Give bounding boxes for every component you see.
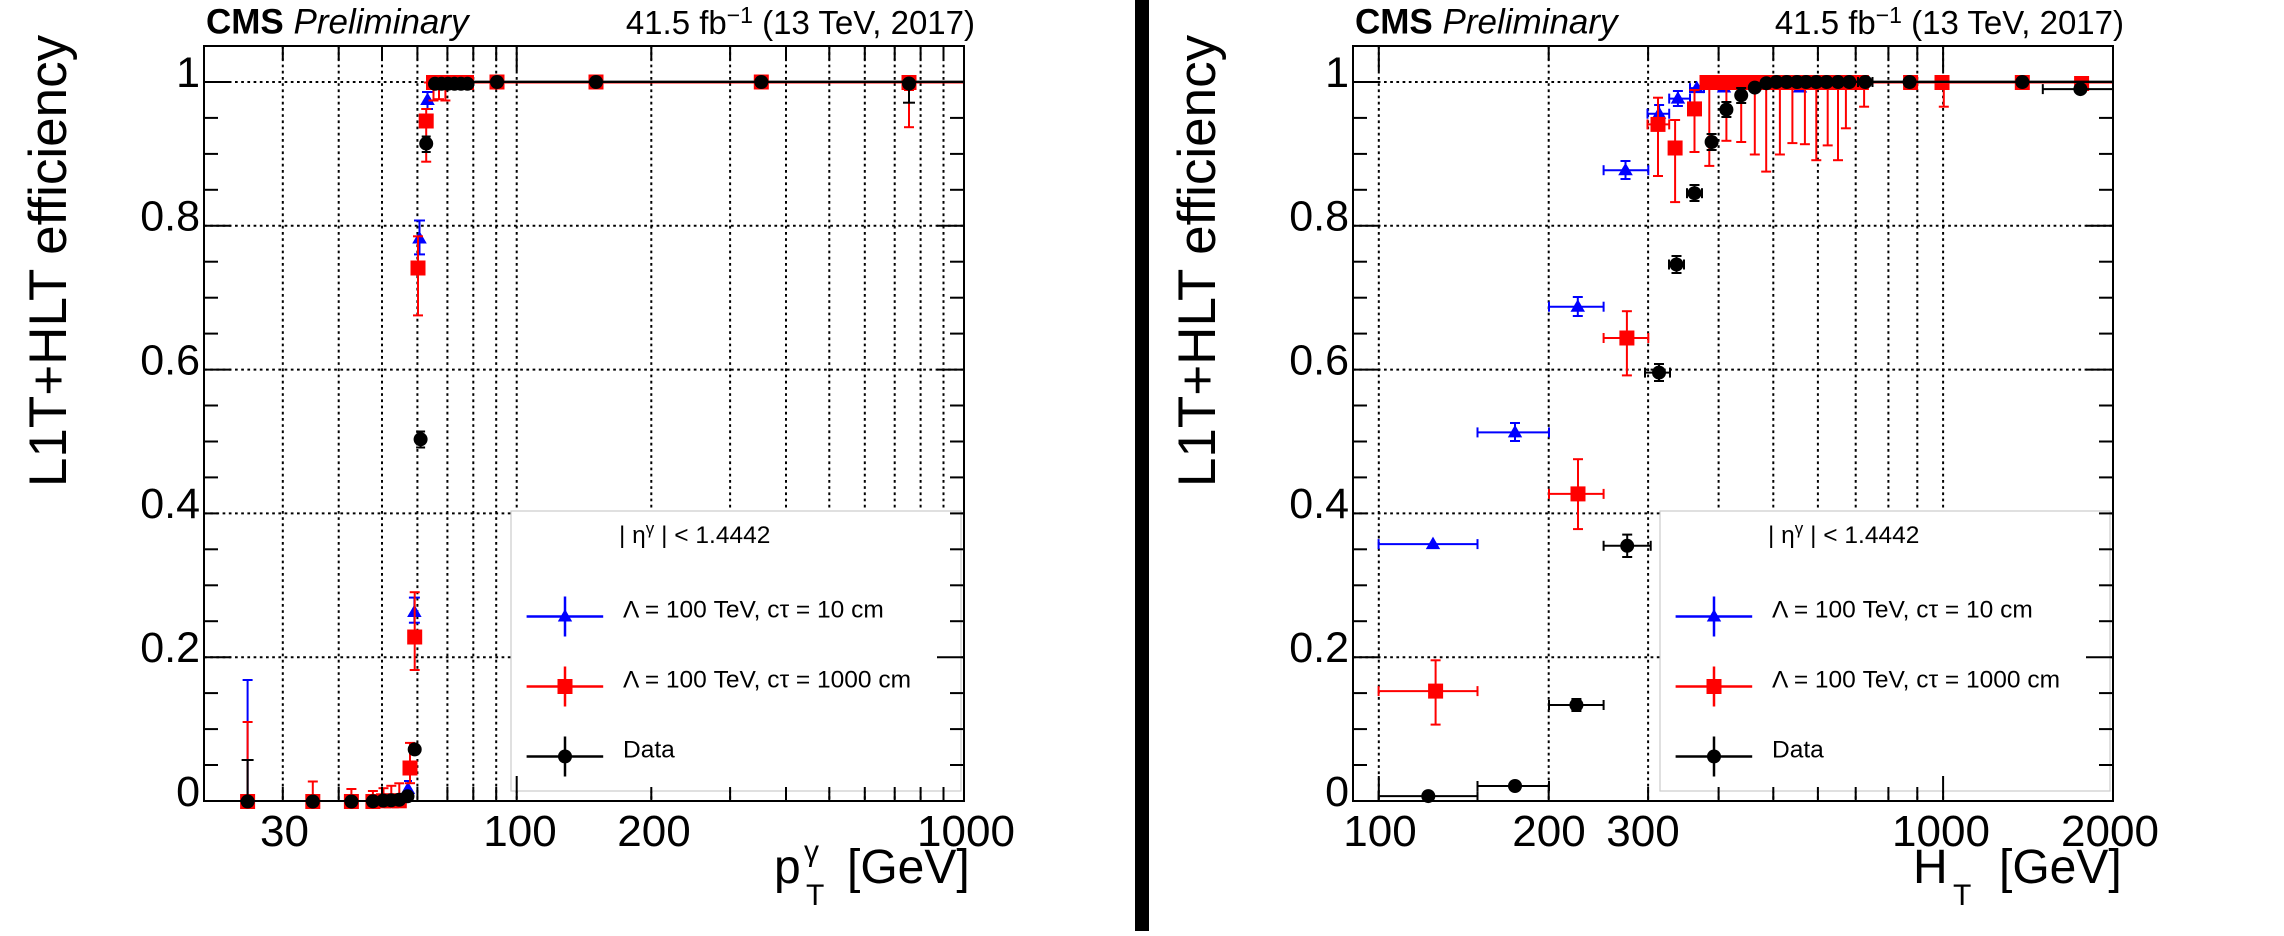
svg-text:[GeV]: [GeV]	[847, 841, 970, 894]
svg-text:H: H	[1913, 841, 1948, 894]
svg-text:41.5 fb−1 (13 TeV, 2017): 41.5 fb−1 (13 TeV, 2017)	[626, 2, 975, 41]
svg-text:1: 1	[176, 49, 200, 97]
svg-text:L1T+HLT efficiency: L1T+HLT efficiency	[1168, 34, 1227, 487]
svg-text:0.2: 0.2	[140, 624, 200, 672]
svg-text:0.4: 0.4	[140, 480, 200, 528]
svg-text:Λ = 100 TeV, cτ = 1000 cm: Λ = 100 TeV, cτ = 1000 cm	[623, 666, 911, 693]
svg-text:Data: Data	[623, 736, 675, 763]
svg-text:0.4: 0.4	[1289, 480, 1349, 528]
svg-text:T: T	[806, 879, 824, 912]
svg-text:30: 30	[260, 807, 309, 856]
svg-text:| ηγ | < 1.4442: | ηγ | < 1.4442	[1768, 519, 1919, 549]
svg-text:0.8: 0.8	[1289, 193, 1349, 241]
svg-text:Data: Data	[1772, 736, 1824, 763]
svg-text:1: 1	[1325, 49, 1349, 97]
svg-text:[GeV]: [GeV]	[1999, 841, 2122, 894]
svg-text:CMS Preliminary: CMS Preliminary	[206, 3, 471, 42]
svg-text:0.6: 0.6	[1289, 336, 1349, 384]
svg-text:200: 200	[617, 807, 690, 856]
svg-text:0: 0	[1325, 768, 1349, 816]
svg-text:| ηγ | < 1.4442: | ηγ | < 1.4442	[619, 519, 770, 549]
svg-text:1000: 1000	[917, 807, 1015, 856]
svg-text:L1T+HLT efficiency: L1T+HLT efficiency	[19, 34, 78, 487]
svg-text:T: T	[1953, 879, 1971, 912]
svg-text:Λ = 100 TeV, cτ = 10 cm: Λ = 100 TeV, cτ = 10 cm	[1772, 596, 2033, 623]
svg-text:0.6: 0.6	[140, 336, 200, 384]
svg-text:Λ = 100 TeV, cτ = 10 cm: Λ = 100 TeV, cτ = 10 cm	[623, 596, 884, 623]
svg-text:0.8: 0.8	[140, 193, 200, 241]
svg-text:100: 100	[1343, 807, 1416, 856]
svg-text:2000: 2000	[2061, 807, 2159, 856]
svg-text:300: 300	[1606, 807, 1679, 856]
svg-text:1000: 1000	[1892, 807, 1990, 856]
svg-text:200: 200	[1512, 807, 1585, 856]
svg-text:γ: γ	[804, 835, 819, 868]
svg-text:p: p	[774, 841, 801, 894]
svg-text:Λ = 100 TeV, cτ = 1000 cm: Λ = 100 TeV, cτ = 1000 cm	[1772, 666, 2060, 693]
svg-text:CMS Preliminary: CMS Preliminary	[1355, 3, 1620, 42]
svg-text:41.5 fb−1 (13 TeV, 2017): 41.5 fb−1 (13 TeV, 2017)	[1775, 2, 2124, 41]
svg-text:100: 100	[483, 807, 556, 856]
svg-text:0: 0	[176, 768, 200, 816]
svg-text:0.2: 0.2	[1289, 624, 1349, 672]
